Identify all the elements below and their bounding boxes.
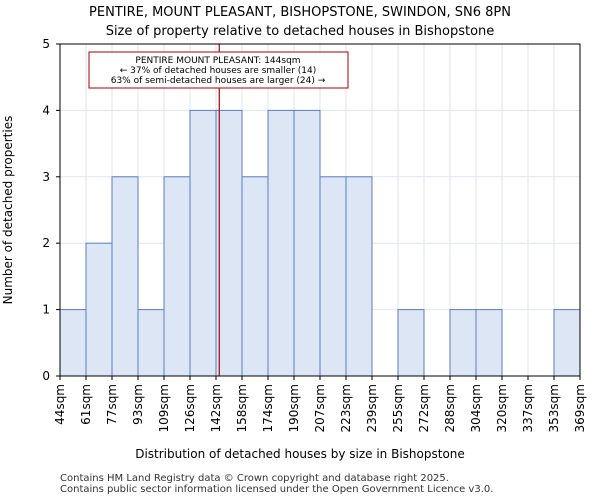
x-tick-label: 288sqm	[443, 384, 457, 432]
bar	[553, 309, 581, 377]
y-tick-label: 2	[42, 236, 50, 250]
bar	[241, 176, 269, 377]
bar	[475, 309, 503, 377]
annotation-box: PENTIRE MOUNT PLEASANT: 144sqm ← 37% of …	[88, 51, 349, 89]
x-tick-label: 174sqm	[261, 384, 275, 432]
bar	[215, 109, 243, 377]
y-tick-label: 5	[42, 37, 50, 51]
x-tick-label: 239sqm	[365, 384, 379, 432]
y-tick-label: 1	[42, 303, 50, 317]
x-tick-label: 126sqm	[183, 384, 197, 432]
x-tick-label: 77sqm	[105, 384, 119, 425]
annotation-line-1: PENTIRE MOUNT PLEASANT: 144sqm	[135, 56, 300, 66]
x-tick-label: 255sqm	[391, 384, 405, 432]
x-tick-label: 61sqm	[79, 384, 93, 425]
x-axis-ticks: 44sqm 61sqm 77sqm 93sqm 109sqm 126sqm 142sqm 15…	[53, 376, 587, 432]
x-tick-label: 190sqm	[287, 384, 301, 432]
y-axis-ticks: 0 1 2 3 4 5	[42, 37, 60, 383]
x-tick-label: 337sqm	[521, 384, 535, 432]
x-tick-label: 320sqm	[495, 384, 509, 432]
bar	[293, 109, 321, 377]
footer-copyright: Contains HM Land Registry data © Crown c…	[60, 473, 449, 484]
x-tick-label: 369sqm	[573, 384, 587, 432]
x-tick-label: 207sqm	[313, 384, 327, 432]
bar	[189, 109, 217, 377]
annotation-line-3: 63% of semi-detached houses are larger (…	[111, 76, 326, 86]
y-axis-label: Number of detached properties	[1, 116, 15, 305]
chart-subtitle: Size of property relative to detached ho…	[106, 24, 495, 39]
bar	[267, 109, 295, 377]
bar	[111, 176, 139, 377]
bar	[163, 176, 191, 377]
x-tick-label: 109sqm	[157, 384, 171, 432]
footer-licence: Contains public sector information licen…	[60, 484, 494, 495]
bar	[345, 176, 373, 377]
bar	[59, 309, 87, 377]
y-tick-label: 0	[42, 369, 50, 383]
annotation-line-2: ← 37% of detached houses are smaller (14…	[120, 66, 317, 76]
y-tick-label: 3	[42, 170, 50, 184]
x-tick-label: 223sqm	[339, 384, 353, 432]
bar	[397, 309, 425, 377]
bar	[319, 176, 347, 377]
x-tick-label: 304sqm	[469, 384, 483, 432]
bar	[137, 309, 165, 377]
chart-title: PENTIRE, MOUNT PLEASANT, BISHOPSTONE, SW…	[89, 5, 511, 20]
x-tick-label: 44sqm	[53, 384, 67, 425]
bar	[449, 309, 477, 377]
x-tick-label: 158sqm	[235, 384, 249, 432]
x-tick-label: 272sqm	[417, 384, 431, 432]
x-tick-label: 142sqm	[209, 384, 223, 432]
bar	[85, 242, 113, 377]
x-tick-label: 93sqm	[131, 384, 145, 425]
x-axis-label: Distribution of detached houses by size …	[135, 447, 465, 461]
x-tick-label: 353sqm	[547, 384, 561, 432]
y-tick-label: 4	[42, 103, 50, 117]
